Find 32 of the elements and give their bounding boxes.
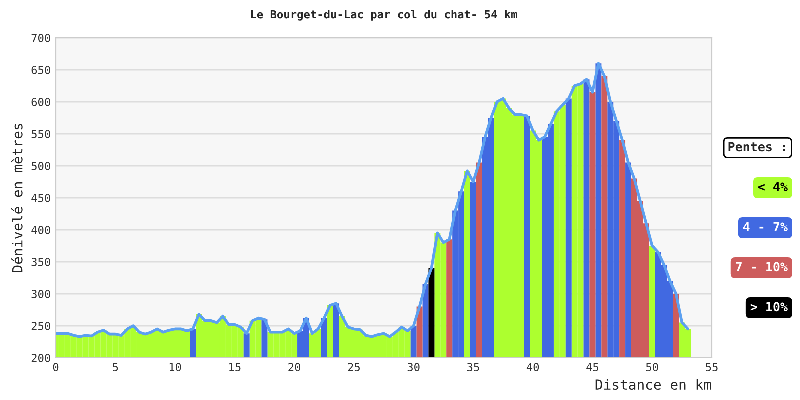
y-tick-label: 250 (32, 322, 50, 330)
y-tick-label: 600 (32, 98, 50, 106)
y-tick-label: 700 (32, 34, 50, 42)
y-tick-label: 500 (32, 162, 50, 170)
x-axis-title: Distance en km (596, 379, 712, 390)
text: < 4% (758, 182, 788, 192)
y-tick-label: 200 (32, 354, 50, 362)
y-tick-label: 450 (32, 194, 50, 202)
y-tick-label: 550 (32, 130, 50, 138)
text: 4 - 7% (743, 222, 788, 232)
y-tick-label: 400 (32, 226, 50, 234)
x-tick-label: 15 (230, 363, 241, 372)
x-tick-label: 50 (646, 363, 658, 372)
x-tick-label: 10 (170, 363, 182, 372)
x-tick-label: 40 (526, 363, 540, 372)
x-tick-label: 55 (706, 363, 718, 372)
text: 7 - 10% (736, 262, 788, 272)
x-tick-label: 5 (113, 363, 118, 372)
x-tick-label: 45 (586, 363, 599, 372)
x-tick-label: 0 (53, 363, 59, 372)
y-axis-title: Dénivelé en mètres (12, 124, 23, 272)
y-tick-label: 300 (32, 290, 50, 298)
text: > 10% (750, 302, 788, 312)
legend-title: Pentes : (728, 142, 786, 152)
chart-title: Le Bourget-du-Lac par col du chat- 54 km (251, 10, 518, 21)
y-tick-label: 350 (32, 258, 50, 266)
line-series (56, 62, 690, 338)
x-tick-label: 25 (348, 363, 360, 372)
y-tick-label: 650 (32, 66, 50, 74)
x-tick-label: 20 (288, 363, 301, 372)
x-tick-label: 30 (408, 363, 420, 372)
x-tick-label: 35 (468, 363, 480, 372)
